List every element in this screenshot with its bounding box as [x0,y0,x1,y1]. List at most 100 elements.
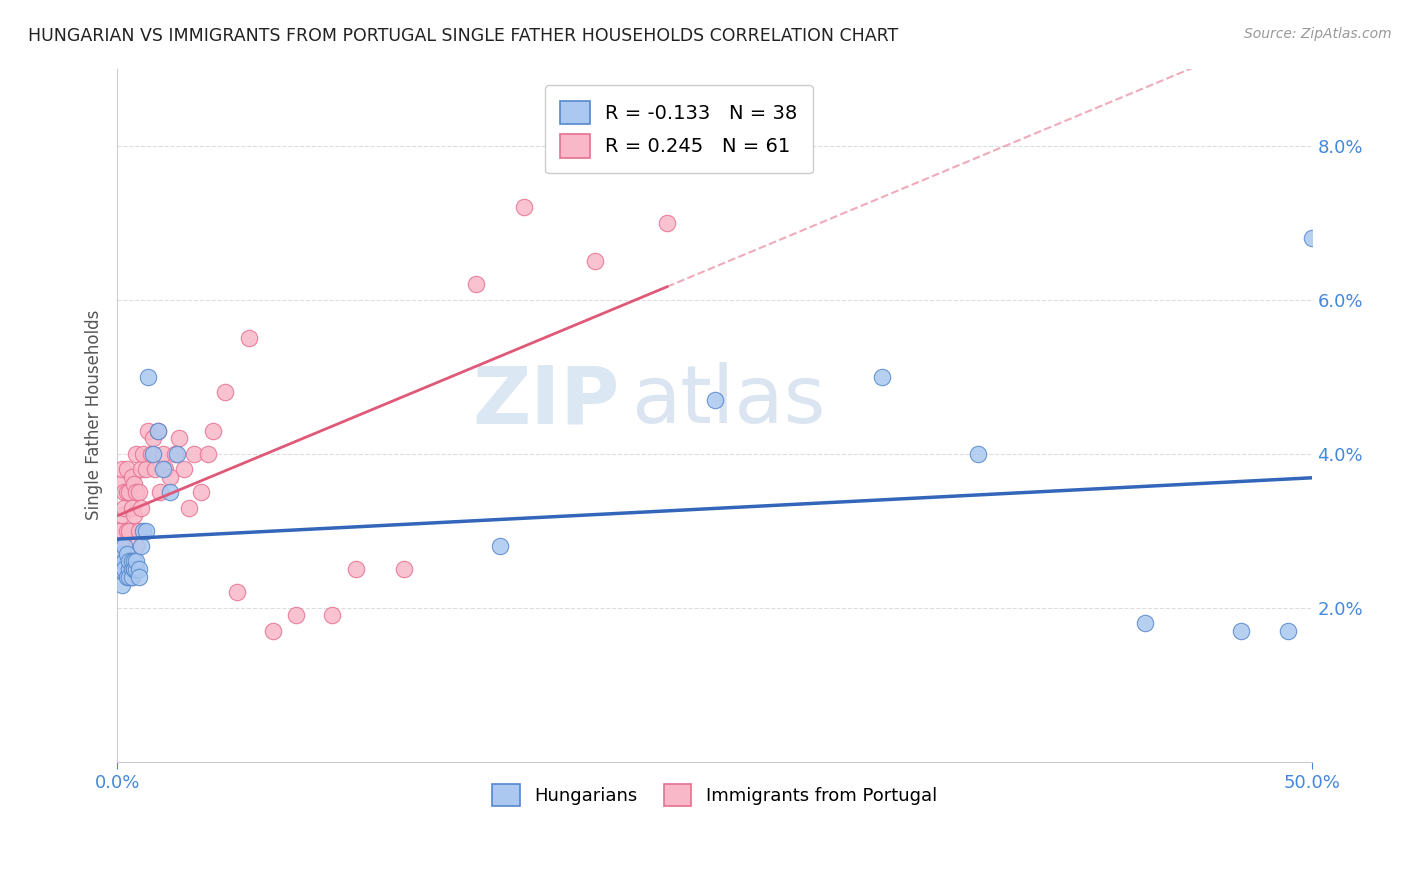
Point [129,462,152,476]
Point [118,562,141,576]
Point [118,524,141,538]
Point [108,524,131,538]
Point [159,469,181,483]
Point [115,570,138,584]
Point [108,477,131,491]
Point [118,554,141,568]
Point [118,562,141,576]
Point [173,462,195,476]
Point [197,447,219,461]
Point [464,277,486,292]
Point [344,562,367,576]
Point [115,547,138,561]
Point [121,570,143,584]
Point [703,392,725,407]
Point [1301,231,1323,245]
Point [125,447,148,461]
Point [128,524,150,538]
Point [121,562,143,576]
Text: Source: ZipAtlas.com: Source: ZipAtlas.com [1244,27,1392,41]
Legend: Hungarians, Immigrants from Portugal: Hungarians, Immigrants from Portugal [484,775,946,815]
Point [115,485,138,500]
Point [583,254,606,268]
Point [285,608,308,623]
Point [128,562,150,576]
Point [135,524,157,538]
Point [122,477,145,491]
Point [112,562,135,576]
Point [122,562,145,576]
Point [129,500,152,515]
Point [132,524,155,538]
Point [159,485,181,500]
Point [152,447,174,461]
Point [966,447,988,461]
Point [115,547,138,561]
Point [135,462,157,476]
Point [112,554,135,568]
Point [142,447,165,461]
Point [111,539,134,553]
Text: ZIP: ZIP [472,362,619,441]
Point [152,462,174,476]
Point [225,585,247,599]
Point [136,369,159,384]
Point [136,424,159,438]
Point [121,570,143,584]
Point [111,577,134,591]
Point [112,500,135,515]
Point [146,424,169,438]
Point [121,500,143,515]
Text: atlas: atlas [631,362,825,441]
Point [163,447,186,461]
Point [146,424,169,438]
Point [111,508,134,523]
Point [392,562,415,576]
Point [214,385,236,400]
Point [149,485,172,500]
Point [655,216,678,230]
Point [122,562,145,576]
Point [111,462,134,476]
Point [118,570,141,584]
Point [108,562,131,576]
Point [121,469,143,483]
Point [512,200,534,214]
Point [153,462,176,476]
Point [142,431,165,445]
Point [118,485,141,500]
Point [115,462,138,476]
Point [125,562,148,576]
Point [129,539,152,553]
Point [145,462,167,476]
Point [125,539,148,553]
Point [111,547,134,561]
Point [132,447,155,461]
Point [122,562,145,576]
Point [112,554,135,568]
Point [139,447,162,461]
Point [125,554,148,568]
Point [238,331,260,345]
Point [488,539,510,553]
Point [122,508,145,523]
Text: HUNGARIAN VS IMMIGRANTS FROM PORTUGAL SINGLE FATHER HOUSEHOLDS CORRELATION CHART: HUNGARIAN VS IMMIGRANTS FROM PORTUGAL SI… [28,27,898,45]
Point [201,424,224,438]
Point [112,539,135,553]
Point [125,485,148,500]
Y-axis label: Single Father Households: Single Father Households [86,310,103,520]
Point [112,562,135,576]
Point [121,554,143,568]
Point [112,485,135,500]
Point [1229,624,1251,638]
Point [115,524,138,538]
Point [122,554,145,568]
Point [870,369,893,384]
Point [190,485,212,500]
Point [1133,616,1156,631]
Point [128,485,150,500]
Point [169,431,191,445]
Point [321,608,343,623]
Point [128,570,150,584]
Point [166,447,188,461]
